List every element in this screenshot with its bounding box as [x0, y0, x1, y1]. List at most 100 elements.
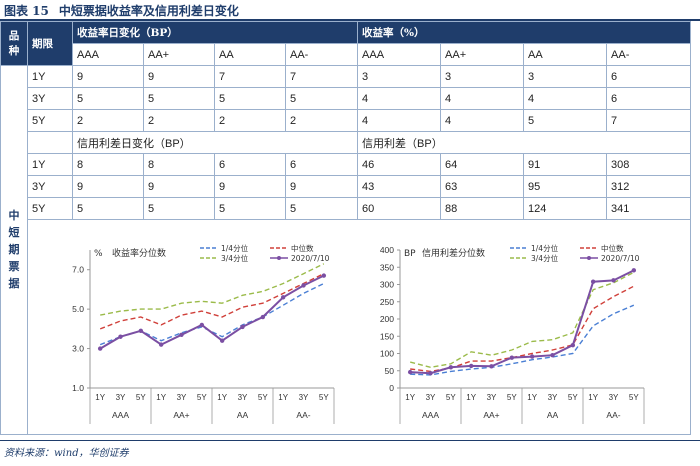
table-row: 3Y 5 5 5 5 4 4 4 6: [1, 87, 692, 110]
x-group-label: AA-: [296, 410, 310, 420]
series-point: [118, 334, 123, 339]
series-point: [407, 369, 413, 375]
x-tick-label: 5Y: [507, 393, 517, 402]
value-cell: 64: [440, 153, 525, 176]
value-cell: 3: [523, 65, 608, 88]
legend-label: 中位数: [601, 243, 624, 253]
x-tick-label: 3Y: [487, 393, 497, 402]
x-tick-label: 1Y: [95, 393, 105, 402]
y-tick-label: 50: [385, 366, 395, 376]
yield-quantile-chart: 1.0 3.0 5.0 7.0% 收益率分位数 1Y 3Y 5Y 1Y 3Y 5Y 1Y 3Y 5Y 1Y 3…: [52, 236, 342, 436]
series-point: [550, 353, 555, 358]
x-group-label: AA: [237, 410, 249, 420]
chart-row: [1, 219, 692, 435]
figure-title: 图表 15 中短票据收益率及信用利差日变化: [4, 2, 239, 19]
chart-title: 信用利差分位数: [422, 247, 485, 259]
x-tick-label: 1Y: [588, 393, 598, 402]
x-group-label: AAA: [112, 410, 129, 420]
x-tick-label: 3Y: [116, 393, 126, 402]
x-tick-label: 5Y: [136, 393, 146, 402]
y-tick-label: 150: [380, 331, 394, 341]
rating-cell: AA+: [143, 43, 215, 66]
series-point: [529, 354, 535, 359]
value-cell: 124: [523, 197, 608, 220]
rating-cell: AAA: [357, 43, 442, 66]
value-cell: 6: [606, 65, 692, 88]
y-tick-label: 400: [380, 245, 394, 255]
value-cell: 3: [357, 65, 442, 88]
series-point: [570, 343, 576, 348]
value-cell: 60: [357, 197, 442, 220]
term-cell: 1Y: [27, 65, 73, 88]
figure-number: 图表 15: [4, 4, 49, 18]
value-cell: 7: [606, 109, 692, 132]
value-cell: 4: [440, 87, 525, 110]
x-tick-label: 3Y: [299, 393, 309, 402]
series-point: [631, 268, 637, 273]
y-tick-label: 100: [380, 349, 394, 359]
legend-label: 中位数: [291, 243, 314, 253]
value-cell: 9: [143, 65, 215, 88]
legend-label: 3/4分位: [221, 253, 249, 263]
value-cell: 46: [357, 153, 442, 176]
value-cell: 7: [284, 65, 359, 88]
value-cell: 6: [606, 87, 692, 110]
table-row: 中短期票据 1Y 9 9 7 7 3 3 3 6: [0, 65, 692, 435]
series-line: [100, 263, 325, 316]
rating-cell: AA-: [284, 43, 359, 66]
chart-area: [26, 219, 692, 435]
series-point: [179, 332, 184, 337]
x-tick-label: 1Y: [527, 393, 537, 402]
term-cell: 3Y: [27, 87, 73, 110]
rating-row: AAA AA+ AA AA- AAA AA+ AA AA-: [1, 43, 692, 66]
term-cell: 3Y: [27, 175, 73, 198]
series-point: [240, 324, 245, 330]
rating-cell: AA: [523, 43, 608, 66]
y-tick-label: 0: [389, 383, 394, 393]
spread-change-header: 信用利差日变化（BP）: [71, 131, 359, 154]
series-point: [199, 322, 205, 328]
value-cell: 341: [606, 197, 692, 220]
series-point: [509, 355, 515, 360]
value-cell: 63: [440, 175, 525, 198]
value-cell: 43: [357, 175, 442, 198]
series-line: [410, 285, 635, 373]
x-tick-label: 5Y: [258, 393, 268, 402]
value-cell: 4: [523, 87, 608, 110]
spread-table: 品种 期限 收益率日变化（BP） 收益率（%） AAA AA+ AA AA- A…: [0, 21, 692, 435]
x-tick-label: 3Y: [426, 393, 436, 402]
x-group-label: AA-: [606, 410, 620, 420]
x-group-label: AA+: [483, 410, 499, 420]
subheader-row: 信用利差日变化（BP） 信用利差（BP）: [1, 131, 692, 154]
yield-change-header: 收益率日变化（BP）: [71, 21, 359, 44]
legend-marker: [587, 256, 591, 260]
series-point: [280, 295, 286, 300]
term-cell: 5Y: [27, 197, 73, 220]
series-point: [158, 342, 164, 347]
x-group-label: AAA: [422, 410, 439, 420]
value-cell: 4: [357, 87, 442, 110]
corner-label: 品种: [0, 21, 28, 66]
y-tick-label: 5.0: [72, 304, 84, 314]
value-cell: 308: [606, 153, 692, 176]
value-cell: 5: [143, 197, 215, 220]
value-cell: 4: [440, 109, 525, 132]
series-point: [590, 279, 596, 284]
series-line: [410, 271, 635, 369]
period-label: 期限: [27, 21, 73, 66]
legend-label: 3/4分位: [531, 253, 559, 263]
table-row: 5Y 2 2 2 2 4 4 5 7: [1, 109, 692, 132]
value-cell: 2: [72, 109, 144, 132]
series-point: [468, 363, 474, 369]
value-cell: 5: [143, 87, 215, 110]
header-row: 品种 期限 收益率日变化（BP） 收益率（%）: [0, 21, 692, 66]
value-cell: 9: [72, 65, 144, 88]
table-row: 3Y 9 9 9 9 43 63 95 312: [1, 175, 692, 198]
term-cell: 1Y: [27, 153, 73, 176]
table-row: 5Y 5 5 5 5 60 88 124 341: [1, 197, 692, 220]
value-cell: 7: [214, 65, 286, 88]
value-cell: 5: [523, 109, 608, 132]
rating-cell: AA+: [440, 43, 525, 66]
value-cell: 5: [214, 87, 286, 110]
series-point: [448, 365, 454, 370]
